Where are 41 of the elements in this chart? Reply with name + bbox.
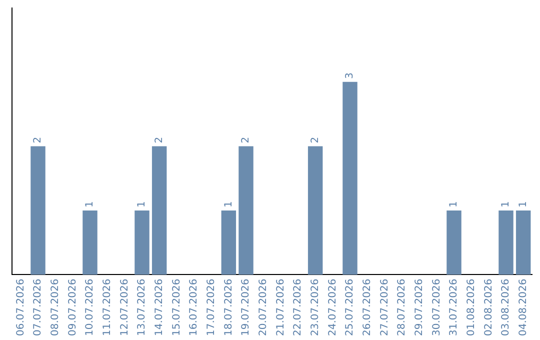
x-tick-label: 18.07.2026 <box>223 278 234 336</box>
x-tick-label: 07.07.2026 <box>32 278 44 336</box>
x-tick-label: 29.07.2026 <box>414 278 425 336</box>
x-tick-label: 27.07.2026 <box>379 278 390 336</box>
data-label: 2 <box>32 136 44 144</box>
data-label: 1 <box>500 201 512 208</box>
x-tick-label: 30.07.2026 <box>431 278 442 336</box>
x-tick-label: 24.07.2026 <box>327 278 338 336</box>
data-label: 2 <box>240 136 252 144</box>
x-tick-label: 02.08.2026 <box>483 278 494 336</box>
data-label: 1 <box>518 201 529 208</box>
data-label: 3 <box>344 72 356 79</box>
x-tick-label: 13.07.2026 <box>136 278 148 336</box>
data-label: 2 <box>154 136 165 144</box>
x-tick-label: 09.07.2026 <box>67 278 78 336</box>
data-label: 1 <box>84 201 96 208</box>
data-label: 1 <box>223 201 234 208</box>
x-tick-label: 17.07.2026 <box>206 278 217 336</box>
x-tick-label: 28.07.2026 <box>396 278 408 336</box>
x-tick-label: 10.07.2026 <box>84 278 96 336</box>
x-tick-label: 26.07.2026 <box>362 278 373 336</box>
x-tick-label: 25.07.2026 <box>344 278 356 336</box>
x-tick-label: 15.07.2026 <box>171 278 182 336</box>
x-tick-label: 12.07.2026 <box>119 278 130 336</box>
data-label: 2 <box>310 136 321 144</box>
x-tick-label: 04.08.2026 <box>518 278 529 336</box>
x-tick-label: 08.07.2026 <box>50 278 61 336</box>
x-tick-label: 23.07.2026 <box>310 278 321 336</box>
x-tick-label: 16.07.2026 <box>188 278 200 336</box>
x-tick-label: 22.07.2026 <box>292 278 304 336</box>
x-tick-label: 14.07.2026 <box>154 278 165 336</box>
x-tick-label: 03.08.2026 <box>500 278 512 336</box>
x-tick-label: 06.07.2026 <box>15 278 26 336</box>
x-tick-label: 21.07.2026 <box>275 278 286 336</box>
data-label: 1 <box>136 201 148 208</box>
x-tick-label: 19.07.2026 <box>240 278 252 336</box>
x-tick-label: 31.07.2026 <box>448 278 460 336</box>
x-tick-label: 01.08.2026 <box>466 278 477 336</box>
x-tick-label: 20.07.2026 <box>258 278 269 336</box>
x-tick-label: 11.07.2026 <box>102 278 113 336</box>
data-label: 1 <box>448 201 460 208</box>
